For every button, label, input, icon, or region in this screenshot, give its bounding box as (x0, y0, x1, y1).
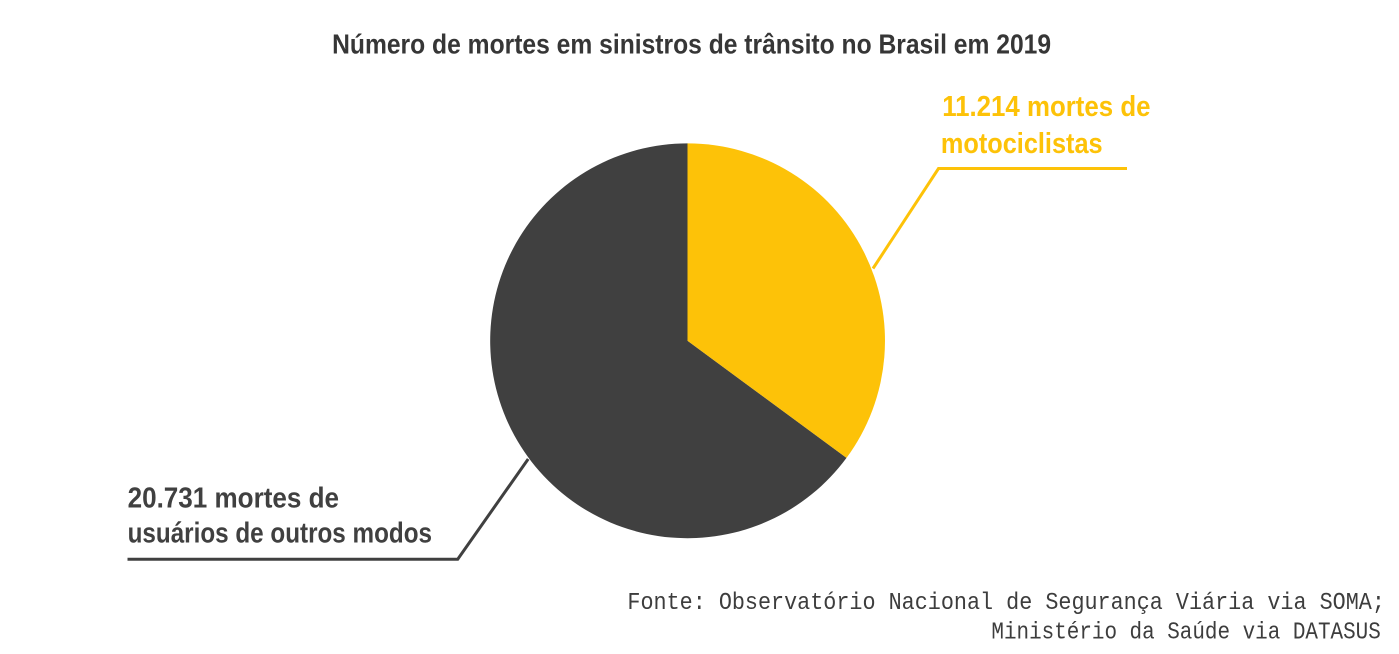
svg-text:20.731 mortes de: 20.731 mortes de (128, 483, 339, 515)
svg-text:Número de mortes em sinistros: Número de mortes em sinistros de trânsit… (332, 29, 1051, 60)
svg-text:Ministério da Saúde via DATASU: Ministério da Saúde via DATASUS (991, 619, 1380, 646)
svg-text:Fonte: Observatório Nacional d: Fonte: Observatório Nacional de Seguranç… (627, 590, 1385, 617)
svg-text:motociclistas: motociclistas (941, 128, 1103, 160)
svg-text:11.214 mortes de: 11.214 mortes de (942, 91, 1150, 123)
svg-text:usuários de outros modos: usuários de outros modos (128, 518, 432, 550)
